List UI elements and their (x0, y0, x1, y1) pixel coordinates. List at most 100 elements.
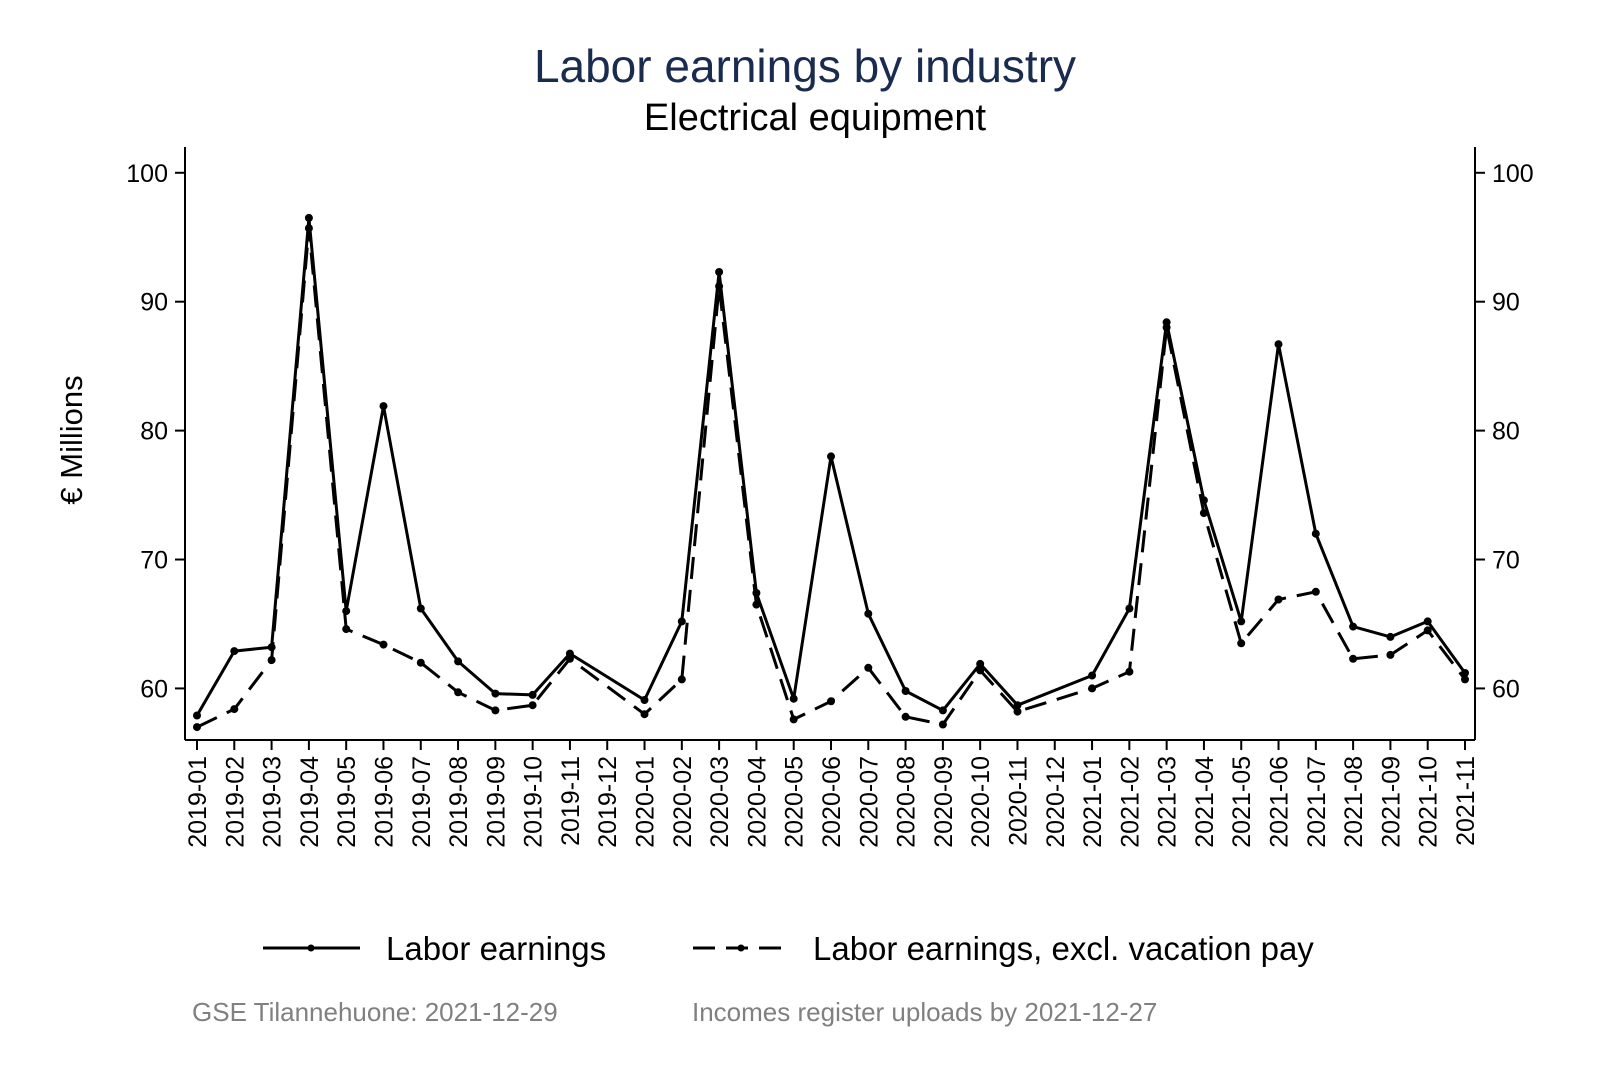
x-tick-label: 2021-09 (1377, 756, 1405, 848)
series-0-point (715, 268, 724, 276)
series-1-point (1386, 650, 1395, 659)
series-0-point (640, 696, 649, 704)
series-0-point (379, 402, 388, 411)
x-tick-label: 2020-08 (893, 756, 921, 848)
series-0-point (528, 690, 537, 699)
x-tick-label: 2021-10 (1415, 756, 1443, 848)
series-1-point (640, 710, 649, 719)
x-tick-label: 2019-03 (259, 756, 287, 848)
series-0-point (677, 617, 686, 626)
series-1-point (454, 688, 463, 697)
x-tick-label: 2021-02 (1116, 756, 1144, 848)
series-line-0 (195, 216, 1467, 717)
y-tick-label-right: 60 (1492, 675, 1520, 703)
series-line-1 (196, 226, 1467, 729)
x-tick-label: 2019-02 (221, 756, 249, 848)
legend: Labor earnings Labor earnings, excl. vac… (263, 930, 1314, 967)
y-tick-label-left: 80 (140, 418, 168, 446)
x-tick-label: 2019-08 (445, 756, 473, 848)
series-0-point (1274, 340, 1283, 349)
x-tick-label: 2021-08 (1340, 756, 1368, 848)
x-tick-label: 2020-06 (818, 756, 846, 848)
series-0-point (938, 706, 947, 715)
legend-solid-marker (307, 944, 315, 952)
series-1-point (1461, 675, 1469, 684)
series-0-point (976, 659, 985, 668)
legend-dashed-marker (737, 944, 745, 952)
x-tick-label: 2020-03 (706, 756, 734, 848)
series-1-point (1423, 626, 1432, 635)
x-tick-label: 2021-01 (1079, 756, 1107, 848)
series-1-point (827, 697, 835, 706)
x-tick-label: 2020-07 (855, 756, 883, 848)
x-tick-label: 2019-06 (370, 756, 398, 848)
x-tick-label: 2021-06 (1266, 756, 1294, 848)
axes: 60 60 70 70 80 80 90 90 100 100 2019-01 2019-02 2019… (126, 147, 1534, 848)
series-1-point (1237, 639, 1246, 648)
series-1-point (379, 640, 388, 649)
series-1-point (1088, 684, 1097, 693)
x-tick-label: 2020-09 (930, 756, 958, 848)
x-tick-label: 2021-03 (1154, 756, 1182, 848)
x-tick-label: 2019-11 (557, 756, 585, 846)
x-tick-label: 2020-05 (781, 756, 809, 848)
y-tick-label-right: 90 (1492, 289, 1520, 317)
series-0-point (230, 647, 239, 656)
series-0-point (1386, 632, 1395, 641)
series-1-point (976, 666, 985, 675)
series-0-point (304, 213, 313, 222)
y-tick-label-left: 60 (140, 675, 168, 703)
x-tick-label: 2021-04 (1191, 756, 1219, 848)
series-1-point (565, 654, 574, 663)
series-1-point (491, 706, 500, 715)
legend-label-labor-earnings: Labor earnings (386, 930, 606, 967)
series-1-point (304, 224, 313, 233)
footer-source-note: GSE Tilannehuone: 2021-12-29 (192, 997, 558, 1027)
y-tick-label-right: 80 (1492, 418, 1520, 446)
x-tick-label: 2019-01 (184, 756, 212, 848)
legend-label-excl-vacation-pay: Labor earnings, excl. vacation pay (813, 930, 1314, 967)
series-1-point (752, 600, 761, 609)
series-1-point (193, 723, 201, 732)
footer-uploads-note: Incomes register uploads by 2021-12-27 (692, 997, 1157, 1027)
series-1-point (938, 720, 947, 729)
y-axis-label: € Millions (54, 375, 89, 504)
series-0-point (1423, 617, 1432, 626)
x-tick-label: 2020-12 (1042, 756, 1070, 848)
y-tick-label-right: 70 (1492, 547, 1520, 575)
x-tick-label: 2021-07 (1303, 756, 1331, 848)
series-1-point (677, 675, 686, 684)
x-tick-label: 2019-07 (408, 756, 436, 848)
series-0-point (193, 711, 201, 720)
series-0-point (1311, 529, 1320, 538)
series-1-point (528, 701, 537, 710)
series-1-point (715, 282, 724, 291)
series-1-point (1349, 654, 1358, 663)
series-lines (193, 213, 1469, 732)
chart-title: Labor earnings by industry (534, 40, 1076, 92)
series-1-point (1013, 707, 1022, 716)
series-1-point (342, 625, 351, 634)
series-0-point (416, 604, 425, 613)
series-1-point (1125, 667, 1134, 676)
series-1-point (789, 715, 798, 724)
series-1-point (267, 656, 276, 665)
series-0-point (827, 452, 835, 461)
x-tick-label: 2019-04 (296, 756, 324, 848)
series-0-point (789, 694, 798, 703)
series-0-point (864, 609, 873, 618)
series-1-point (416, 658, 425, 667)
series-0-point (1125, 604, 1134, 613)
series-1-point (864, 663, 873, 672)
series-0-point (1237, 617, 1246, 626)
x-tick-label: 2019-09 (482, 756, 510, 848)
x-tick-label: 2020-01 (632, 756, 660, 848)
x-tick-label: 2021-11 (1452, 756, 1480, 846)
series-1-point (230, 705, 239, 714)
x-tick-label: 2020-02 (669, 756, 697, 848)
x-tick-label: 2019-12 (594, 756, 622, 848)
series-0-point (454, 657, 463, 666)
series-0-point (901, 687, 910, 695)
y-tick-label-left: 90 (140, 289, 168, 317)
